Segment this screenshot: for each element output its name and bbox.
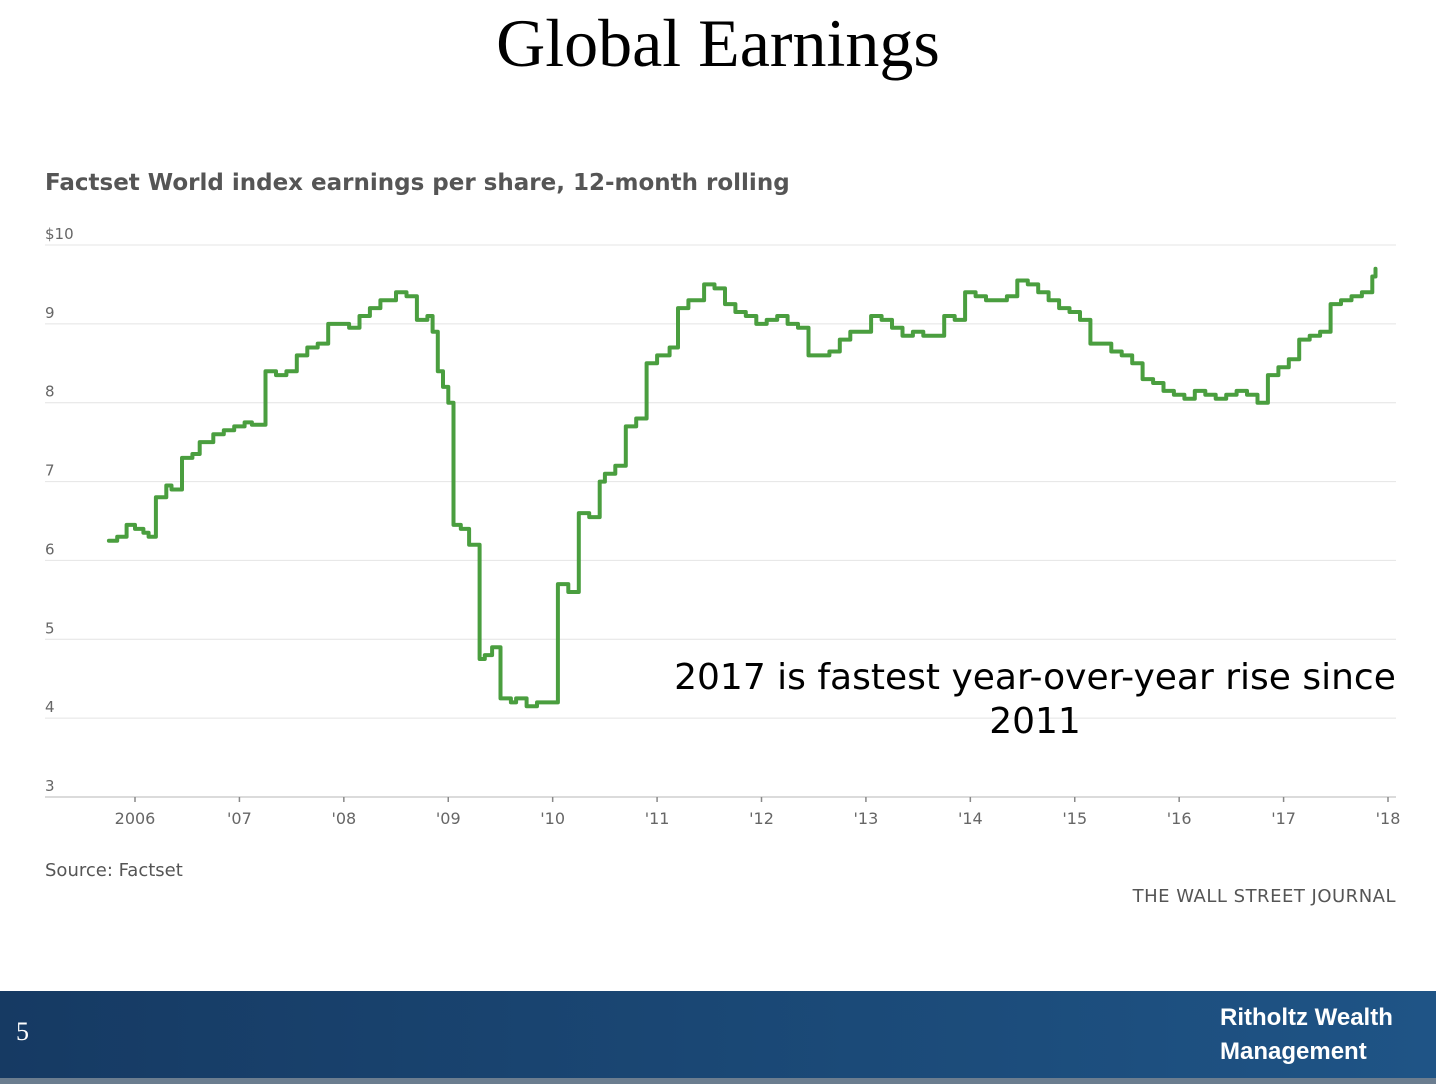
y-tick-label-6: 6: [45, 540, 55, 558]
x-tick-label-2006: 2006: [115, 809, 156, 828]
gridlines: [45, 244, 1396, 798]
chart-annotation: 2017 is fastest year-over-year rise sinc…: [672, 656, 1398, 744]
annotation-line-1: 2017 is fastest year-over-year rise sinc…: [674, 657, 1396, 698]
y-tick-label-4: 4: [45, 698, 55, 716]
slide-title: Global Earnings: [496, 5, 940, 81]
x-tick-label-2015: '15: [1062, 809, 1087, 828]
x-tick-label-2010: '10: [540, 809, 565, 828]
publisher-credit: THE WALL STREET JOURNAL: [1132, 886, 1396, 907]
x-tick-label-2013: '13: [854, 809, 879, 828]
y-tick-label-10: $10: [45, 225, 74, 243]
source-note: Source: Factset: [45, 860, 183, 881]
x-tick-label-2018: '18: [1376, 809, 1401, 828]
footer-bar: 5 Ritholtz Wealth Management: [0, 991, 1436, 1084]
x-tick-label-2017: '17: [1271, 809, 1296, 828]
x-tick-label-2007: '07: [227, 809, 252, 828]
x-tick-label-2008: '08: [331, 809, 356, 828]
chart-title: Factset World index earnings per share, …: [45, 170, 790, 196]
y-tick-label-8: 8: [45, 383, 55, 401]
brand-line-2: Management: [1220, 1038, 1367, 1065]
x-axis-ticks: 2006 '07 '08 '09 '10 '11 '12 '13 '14 '15 '16 '17 '18: [115, 797, 1401, 828]
x-tick-label-2016: '16: [1167, 809, 1192, 828]
brand-logo-text: Ritholtz Wealth Management: [1220, 1001, 1393, 1069]
y-tick-label-3: 3: [45, 777, 55, 795]
x-tick-label-2012: '12: [749, 809, 774, 828]
x-tick-label-2011: '11: [645, 809, 670, 828]
x-tick-label-2014: '14: [958, 809, 983, 828]
y-tick-label-5: 5: [45, 619, 55, 637]
series-layer: [106, 266, 1378, 709]
y-tick-label-7: 7: [45, 462, 55, 480]
y-axis-ticks: $10 9 8 7 6 5 4 3: [45, 225, 74, 795]
earnings-line-chart: $10 9 8 7 6 5 4 3 2006 '07 '08 '09 '10 '11 '12 '13 '14 '…: [45, 225, 1401, 828]
series-line-0: [106, 266, 1378, 709]
x-tick-label-2009: '09: [436, 809, 461, 828]
annotation-line-2: 2011: [989, 701, 1081, 742]
page-number: 5: [16, 1017, 29, 1046]
brand-line-1: Ritholtz Wealth: [1220, 1004, 1393, 1031]
y-tick-label-9: 9: [45, 304, 55, 322]
